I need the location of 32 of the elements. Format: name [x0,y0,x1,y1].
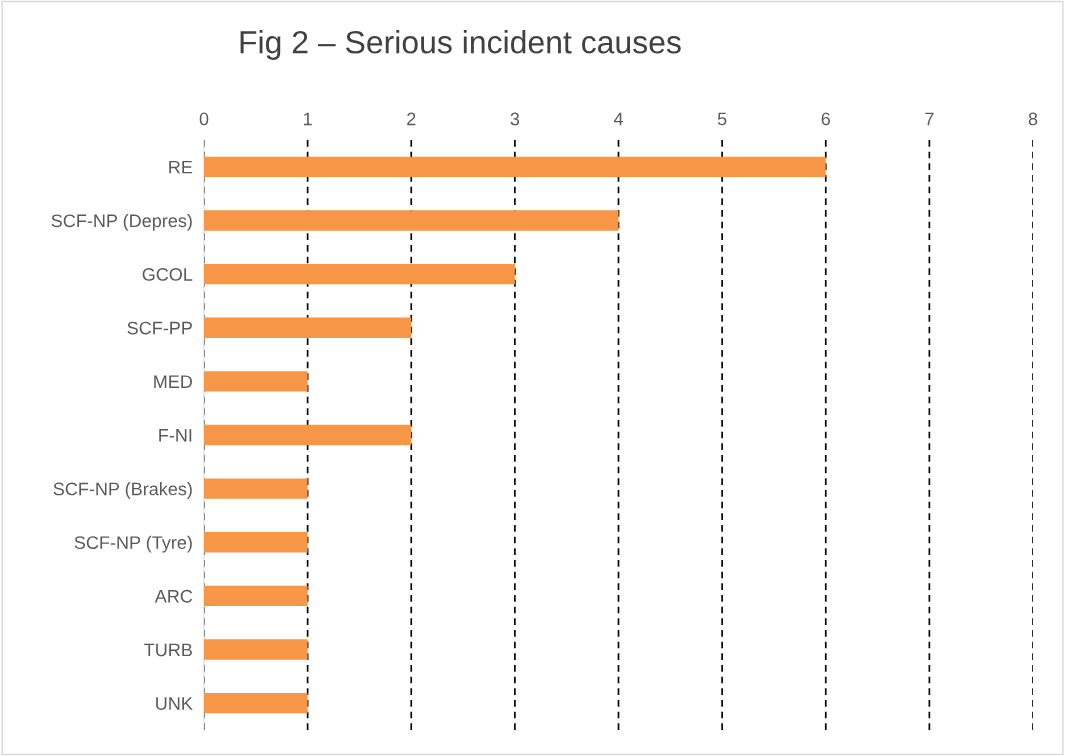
bar [204,478,308,499]
y-tick-label: GCOL [142,268,193,281]
y-tick-label: MED [154,375,193,388]
bar [204,692,308,714]
bar [204,532,308,553]
x-tick-label: 5 [717,112,727,126]
bar [204,585,308,607]
x-tick-label: 4 [613,112,623,126]
x-tick-label: 7 [925,112,934,126]
y-tick-label: F-NI [159,429,192,442]
x-tick-label: 2 [407,112,416,126]
bar [204,156,826,178]
bar [204,210,619,231]
y-tick-label: SCF-NP (Depres) [51,213,192,231]
y-tick-label: RE [169,160,193,174]
bar [204,371,308,392]
bar [204,263,515,285]
bar [204,639,308,660]
y-tick-label: UNK [156,697,193,710]
x-tick-label: 0 [199,112,209,126]
y-tick-label: SCF-NP (Brakes) [53,482,192,499]
x-tick-label: 3 [510,112,520,126]
x-tick-label: 6 [821,112,830,126]
x-tick-label: 1 [303,112,312,126]
y-tick-label: SCF-PP [127,321,192,335]
bar [204,317,412,338]
y-tick-label: ARC [154,589,193,603]
x-tick-label: 8 [1028,112,1038,126]
y-tick-label: SCF-NP (Tyre) [74,535,192,553]
y-tick-label: TURB [144,643,192,657]
bar [204,424,412,446]
chart-title: Fig 2 – Serious incident causes [240,30,681,60]
